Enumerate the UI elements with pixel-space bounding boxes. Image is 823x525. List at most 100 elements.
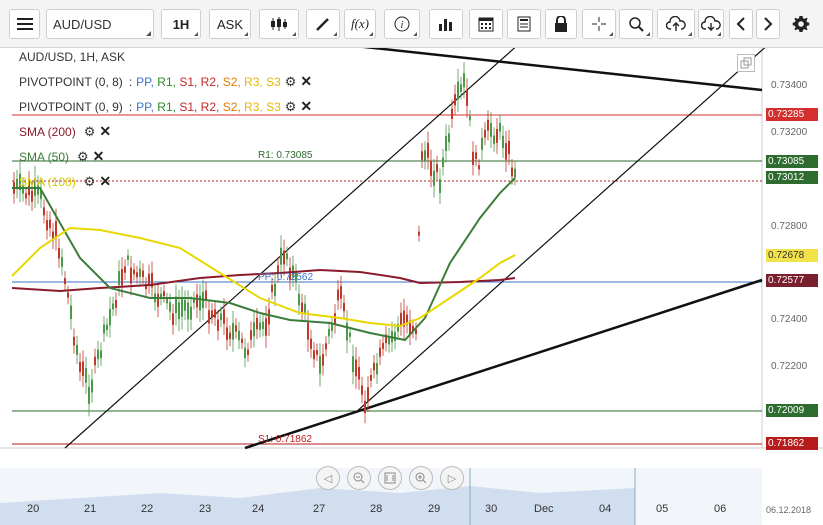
crosshair-icon[interactable] <box>582 9 616 39</box>
price-type-selector[interactable]: ASK <box>209 9 251 39</box>
pivot-legend-2[interactable]: PIVOTPOINT (0, 9) : PP, R1, S1, R2, S2, … <box>19 98 313 114</box>
date-label: Dec <box>534 503 554 515</box>
interval-label: 1H <box>172 16 190 32</box>
navigator-area <box>0 486 635 525</box>
candle-body <box>238 330 240 341</box>
close-icon[interactable]: ✕ <box>300 98 313 114</box>
info-icon[interactable]: i <box>384 9 420 39</box>
bar-chart-icon[interactable] <box>429 9 463 39</box>
gear-icon[interactable] <box>787 9 815 39</box>
pivot-legend-item: S3 <box>266 74 281 89</box>
lock-icon[interactable] <box>545 9 577 39</box>
date-label: 24 <box>252 503 265 515</box>
candle-body <box>214 309 216 318</box>
channel-lower-line <box>354 48 766 414</box>
candle-body <box>343 302 345 312</box>
gear-icon[interactable]: ⚙ <box>83 173 96 189</box>
candle-body <box>355 359 357 377</box>
candle-body <box>163 291 165 297</box>
candle-body <box>82 361 84 376</box>
close-icon[interactable]: ✕ <box>99 123 112 139</box>
gear-icon[interactable]: ⚙ <box>284 73 297 89</box>
candle-body <box>157 293 159 307</box>
candle-body <box>325 343 327 350</box>
function-icon[interactable]: f(x) <box>344 9 376 39</box>
candle-body <box>160 293 162 299</box>
sma200-legend[interactable]: SMA (200) ⚙ ✕ <box>19 123 112 139</box>
date-label: 30 <box>485 503 498 515</box>
gear-icon[interactable]: ⚙ <box>77 148 89 164</box>
s1-label: S1: 0.71862 <box>258 434 312 445</box>
candle-body <box>25 193 27 199</box>
candle-body <box>166 298 168 304</box>
candle-body <box>175 296 177 314</box>
candle-body <box>487 119 489 131</box>
candle-body <box>475 152 477 159</box>
expand-icon[interactable] <box>737 54 755 72</box>
gear-icon[interactable]: ⚙ <box>83 123 96 139</box>
candle-body <box>439 179 441 193</box>
zoom-out-button[interactable] <box>347 466 371 490</box>
close-icon[interactable]: ✕ <box>99 173 112 189</box>
candle-body <box>181 299 183 317</box>
candle-body <box>193 297 195 303</box>
candle-body <box>49 219 51 229</box>
candle-body <box>388 336 390 345</box>
candle-body <box>358 366 360 380</box>
pivot-legend-item: R2, <box>200 99 223 114</box>
close-icon[interactable]: ✕ <box>300 73 313 89</box>
symbol-selector[interactable]: AUD/USD <box>46 9 154 39</box>
candle-body <box>496 129 498 143</box>
price-chart[interactable] <box>0 48 823 525</box>
chevron-right-icon[interactable] <box>756 9 780 39</box>
candle-body <box>205 290 207 300</box>
gear-icon[interactable]: ⚙ <box>284 98 297 114</box>
zoom-in-button[interactable] <box>409 466 433 490</box>
symbol-label: AUD/USD <box>53 16 112 32</box>
candle-body <box>352 356 354 373</box>
sma50-legend[interactable]: SMA (50) ⚙ ✕ <box>19 148 105 164</box>
candle-body <box>229 332 231 340</box>
download-icon[interactable] <box>698 9 724 39</box>
candle-body <box>268 309 270 325</box>
menu-icon[interactable] <box>9 9 40 39</box>
scroll-right-button[interactable]: ▷ <box>440 466 464 490</box>
pen-icon[interactable] <box>306 9 340 39</box>
price-tag-s1: 0.71862 <box>766 437 818 450</box>
candle-body <box>319 356 321 374</box>
scroll-left-button[interactable]: ◁ <box>316 466 340 490</box>
report-icon[interactable] <box>507 9 541 39</box>
svg-text:i: i <box>401 20 404 31</box>
sma100-legend[interactable]: SMA (100) ⚙ ✕ <box>19 173 112 189</box>
zoom-icon[interactable] <box>619 9 653 39</box>
candle-body <box>295 272 297 282</box>
candle-body <box>421 151 423 160</box>
pivot-legend-item: S2, <box>222 74 245 89</box>
candle-body <box>22 185 24 194</box>
candle-body <box>322 354 324 366</box>
candle-body <box>91 379 93 393</box>
pivot-legend-1[interactable]: PIVOTPOINT (0, 8) : PP, R1, S1, R2, S2, … <box>19 73 313 89</box>
reset-zoom-button[interactable] <box>378 466 402 490</box>
candle-body <box>379 347 381 357</box>
candle-body <box>61 257 63 267</box>
candle-body <box>277 265 279 275</box>
candle-body <box>373 362 375 371</box>
chevron-left-icon[interactable] <box>729 9 753 39</box>
close-icon[interactable]: ✕ <box>92 148 105 164</box>
pivot-legend-item: R1, <box>157 99 180 114</box>
pp-label: PP: 0.72562 <box>258 272 314 283</box>
interval-selector[interactable]: 1H <box>161 9 201 39</box>
candle-body <box>211 310 213 317</box>
chart-area[interactable]: AUD/USD, 1H, ASK PIVOTPOINT (0, 8) : PP,… <box>0 48 823 525</box>
candle-body <box>316 350 318 355</box>
pivot-legend-item: PP, <box>136 99 158 114</box>
candle-body <box>337 289 339 301</box>
calendar-icon[interactable] <box>469 9 503 39</box>
pivot-legend-item: R1, <box>157 74 180 89</box>
price-tag-r1: 0.73085 <box>766 155 818 168</box>
candle-body <box>70 305 72 320</box>
candlestick-icon[interactable] <box>259 9 299 39</box>
candle-body <box>469 116 471 121</box>
upload-icon[interactable] <box>657 9 695 39</box>
